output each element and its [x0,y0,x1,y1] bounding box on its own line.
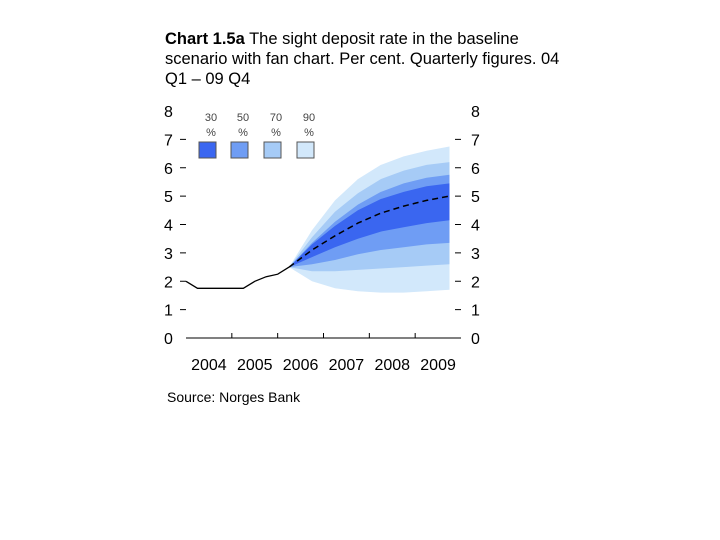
legend-unit-50: % [238,127,248,139]
y-tick-label-right-4: 4 [471,218,480,235]
y-tick-label-left-1: 1 [164,303,173,320]
source-note: Source: Norges Bank [167,389,301,405]
legend-swatch-70 [263,141,282,159]
y-tick-label-left-4: 4 [164,218,173,235]
y-tick-label-left-3: 3 [164,246,173,263]
legend-unit-90: % [304,127,314,139]
y-tick-label-right-5: 5 [471,189,480,206]
legend-pct-90: 90 [303,112,315,124]
history-line [185,266,290,289]
y-tick-label-right-8: 8 [471,104,480,121]
y-tick-label-right-0: 0 [471,331,480,348]
y-tick-label-left-7: 7 [164,132,173,149]
y-tick-label-right-2: 2 [471,274,480,291]
fan-bands [289,146,450,293]
x-tick-label-2007: 2007 [329,357,365,374]
y-tick-label-left-8: 8 [164,104,173,121]
legend-swatch-50 [230,141,249,159]
y-tick-label-right-1: 1 [471,303,480,320]
x-tick-label-2008: 2008 [374,357,410,374]
legend-swatch-30 [198,141,217,159]
legend-pct-70: 70 [270,112,282,124]
legend-unit-30: % [206,127,216,139]
chart-title: Chart 1.5a The sight deposit rate in the… [165,29,565,89]
y-tick-label-left-6: 6 [164,161,173,178]
chart-title-label: Chart 1.5a [165,30,245,48]
x-tick-label-2005: 2005 [237,357,273,374]
y-tick-label-right-3: 3 [471,246,480,263]
chart-title-text: The sight deposit rate in the baseline s… [165,30,560,88]
x-tick-label-2009: 2009 [420,357,456,374]
x-tick-label-2004: 2004 [191,357,227,374]
y-tick-label-left-5: 5 [164,189,173,206]
legend-pct-50: 50 [237,112,249,124]
chart-legend: 30% 50% 70% 90% [198,112,315,159]
rate-lines [185,195,450,289]
x-tick-label-2006: 2006 [283,357,319,374]
y-tick-label-right-6: 6 [471,161,480,178]
fan-band-30 [289,183,450,268]
legend-pct-30: 30 [205,112,217,124]
legend-swatch-90 [296,141,315,159]
chart-axes: 0 0 1 1 2 2 3 3 4 4 5 5 6 6 7 7 8 8 2004 2005 2006 2007 2008 20… [164,104,480,374]
y-tick-label-left-2: 2 [164,274,173,291]
y-tick-label-right-7: 7 [471,132,480,149]
y-tick-label-left-0: 0 [164,331,173,348]
projection-line [288,195,450,268]
legend-unit-70: % [271,127,281,139]
